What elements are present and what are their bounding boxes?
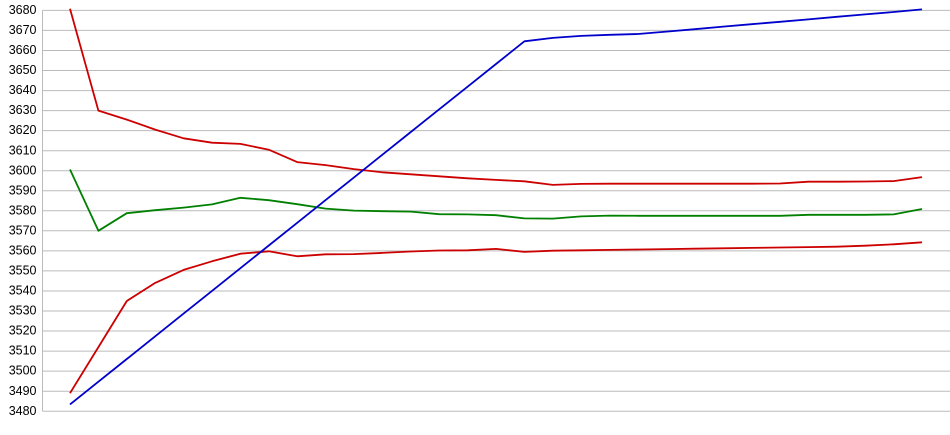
svg-text:3480: 3480 bbox=[9, 404, 37, 418]
svg-text:3570: 3570 bbox=[9, 223, 37, 237]
svg-text:3640: 3640 bbox=[9, 83, 37, 97]
svg-text:3620: 3620 bbox=[9, 123, 37, 137]
svg-text:3680: 3680 bbox=[9, 3, 37, 17]
svg-text:3490: 3490 bbox=[9, 384, 37, 398]
svg-text:3530: 3530 bbox=[9, 304, 37, 318]
svg-text:3650: 3650 bbox=[9, 63, 37, 77]
svg-text:3670: 3670 bbox=[9, 23, 37, 37]
svg-text:3580: 3580 bbox=[9, 203, 37, 217]
svg-text:3520: 3520 bbox=[9, 324, 37, 338]
svg-text:3610: 3610 bbox=[9, 143, 37, 157]
svg-text:3660: 3660 bbox=[9, 43, 37, 57]
svg-text:3590: 3590 bbox=[9, 183, 37, 197]
svg-text:3510: 3510 bbox=[9, 344, 37, 358]
svg-text:3550: 3550 bbox=[9, 264, 37, 278]
svg-text:3630: 3630 bbox=[9, 103, 37, 117]
svg-text:3560: 3560 bbox=[9, 244, 37, 258]
svg-text:3500: 3500 bbox=[9, 364, 37, 378]
svg-text:3600: 3600 bbox=[9, 163, 37, 177]
svg-text:3540: 3540 bbox=[9, 284, 37, 298]
